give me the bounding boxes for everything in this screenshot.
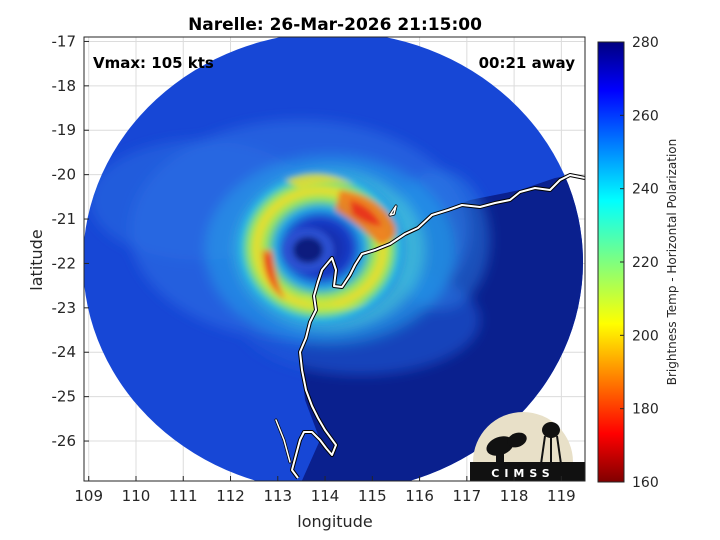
satellite-dish-icon [486, 436, 514, 456]
x-axis-label: longitude [297, 512, 372, 531]
colorbar-label: Brightness Temp - Horizontal Polarizatio… [665, 139, 679, 386]
y-tick-label: -24 [52, 343, 77, 361]
vmax-label: Vmax: 105 kts [93, 54, 214, 72]
x-tick-label: 114 [311, 487, 340, 505]
colorbar-tick-label: 240 [632, 182, 659, 198]
y-tick-label: -23 [52, 299, 77, 317]
colorbar-tick-label: 220 [632, 255, 659, 271]
y-tick-label: -19 [52, 121, 77, 139]
colorbar-ticks: 160 180 200 220 240 260 280 [620, 35, 659, 491]
y-axis: -17 -18 -19 -20 -21 -22 -23 -24 -25 -26 [52, 32, 89, 450]
x-tick-label: 113 [263, 487, 292, 505]
y-tick-label: -17 [52, 32, 77, 50]
y-tick-label: -18 [52, 77, 77, 95]
x-tick-label: 110 [122, 487, 151, 505]
cimss-logo: CIMSS [470, 412, 585, 481]
x-tick-label: 111 [169, 487, 198, 505]
colorbar [597, 41, 625, 483]
colorbar-tick-label: 200 [632, 328, 659, 344]
y-tick-label: -22 [52, 254, 77, 272]
time-away-label: 00:21 away [479, 54, 576, 72]
x-axis: 109 110 111 112 113 114 115 116 117 118 119 [74, 476, 576, 505]
chart-title: Narelle: 26-Mar-2026 21:15:00 [188, 15, 482, 35]
colorbar-tick-label: 260 [632, 108, 659, 124]
y-tick-label: -26 [52, 432, 77, 450]
logo-text: CIMSS [491, 467, 554, 480]
colorbar-tick-label: 280 [632, 35, 659, 51]
water-tower-icon [540, 422, 562, 465]
x-tick-label: 109 [74, 487, 103, 505]
x-tick-label: 112 [216, 487, 245, 505]
x-tick-label: 119 [547, 487, 576, 505]
y-tick-label: -20 [52, 166, 77, 184]
coastline [274, 173, 586, 480]
y-tick-label: -21 [52, 210, 77, 228]
y-tick-label: -25 [52, 388, 77, 406]
colorbar-tick-label: 180 [632, 402, 659, 418]
colorbar-tick-label: 160 [632, 475, 659, 491]
plot-frame [83, 36, 586, 482]
x-tick-label: 115 [358, 487, 387, 505]
y-axis-label: latitude [27, 229, 46, 290]
x-tick-label: 118 [500, 487, 529, 505]
x-tick-label: 116 [405, 487, 434, 505]
x-tick-label: 117 [453, 487, 482, 505]
